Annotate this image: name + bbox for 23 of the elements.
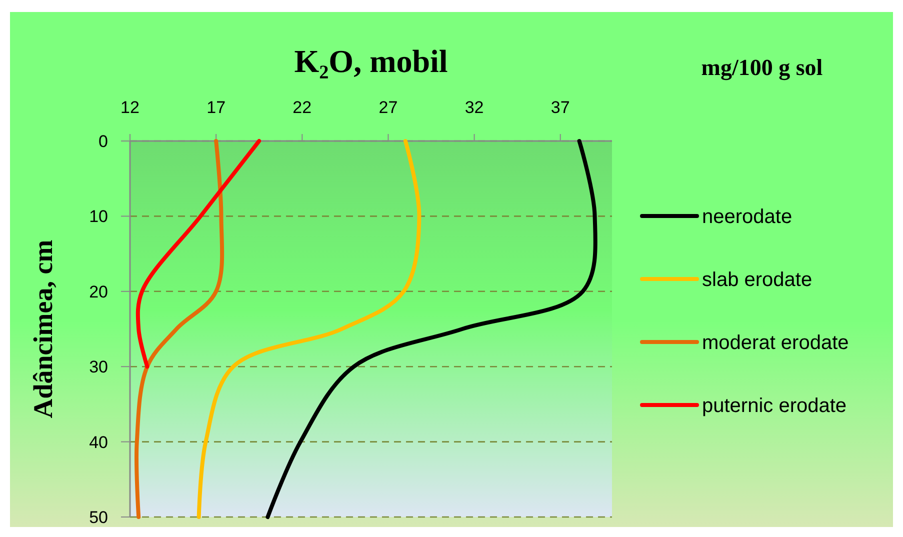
x-tick-label: 12	[120, 98, 140, 117]
legend-label: slab erodate	[702, 269, 812, 291]
line-series	[136, 139, 262, 369]
line-series	[196, 139, 422, 519]
text: mg/100 g sol	[701, 55, 823, 81]
x-tick-label: 22	[292, 98, 312, 117]
y-tick-label: 20	[89, 282, 108, 302]
y-tick-label: 50	[89, 508, 108, 527]
y-tick-label: 0	[98, 132, 108, 151]
x-tick-label: 27	[378, 98, 398, 117]
legend-label: moderat erodate	[702, 332, 849, 354]
line-series	[134, 139, 224, 519]
legend-label: neerodate	[702, 206, 792, 228]
legend-label: puternic erodate	[702, 395, 847, 417]
y-tick-label: 30	[89, 358, 108, 377]
line-series	[266, 139, 598, 519]
y-axis-title: Adâncimea, cm	[28, 239, 58, 418]
x-tick-label: 32	[464, 98, 484, 117]
y-tick-label: 40	[89, 432, 108, 452]
y-tick-label: 10	[89, 207, 108, 226]
x-tick-label: 17	[206, 98, 226, 117]
x-tick-label: 37	[550, 98, 570, 117]
chart-title: K₂O, mobil	[294, 43, 448, 79]
